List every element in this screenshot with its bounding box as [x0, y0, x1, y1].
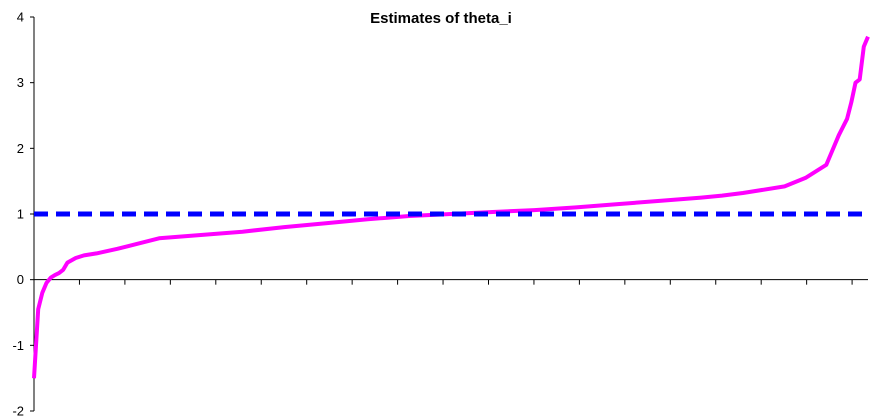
y-tick-label: 0 [17, 272, 24, 287]
y-tick-label: 4 [17, 10, 24, 25]
series-layer [32, 35, 870, 379]
chart-title: Estimates of theta_i [370, 10, 512, 27]
y-tick-label: 3 [17, 75, 24, 90]
y-tick-label: 2 [17, 141, 24, 156]
tick-labels: -2 -1 0 1 2 3 4 [12, 10, 24, 419]
y-tick-label: 1 [17, 207, 24, 222]
y-tick-label: -1 [12, 338, 24, 353]
theta-estimates-line [32, 35, 870, 379]
y-tick-label: -2 [12, 404, 24, 419]
